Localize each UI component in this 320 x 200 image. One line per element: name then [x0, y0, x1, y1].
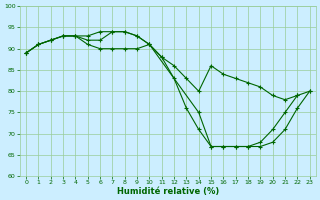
X-axis label: Humidité relative (%): Humidité relative (%) [117, 187, 219, 196]
